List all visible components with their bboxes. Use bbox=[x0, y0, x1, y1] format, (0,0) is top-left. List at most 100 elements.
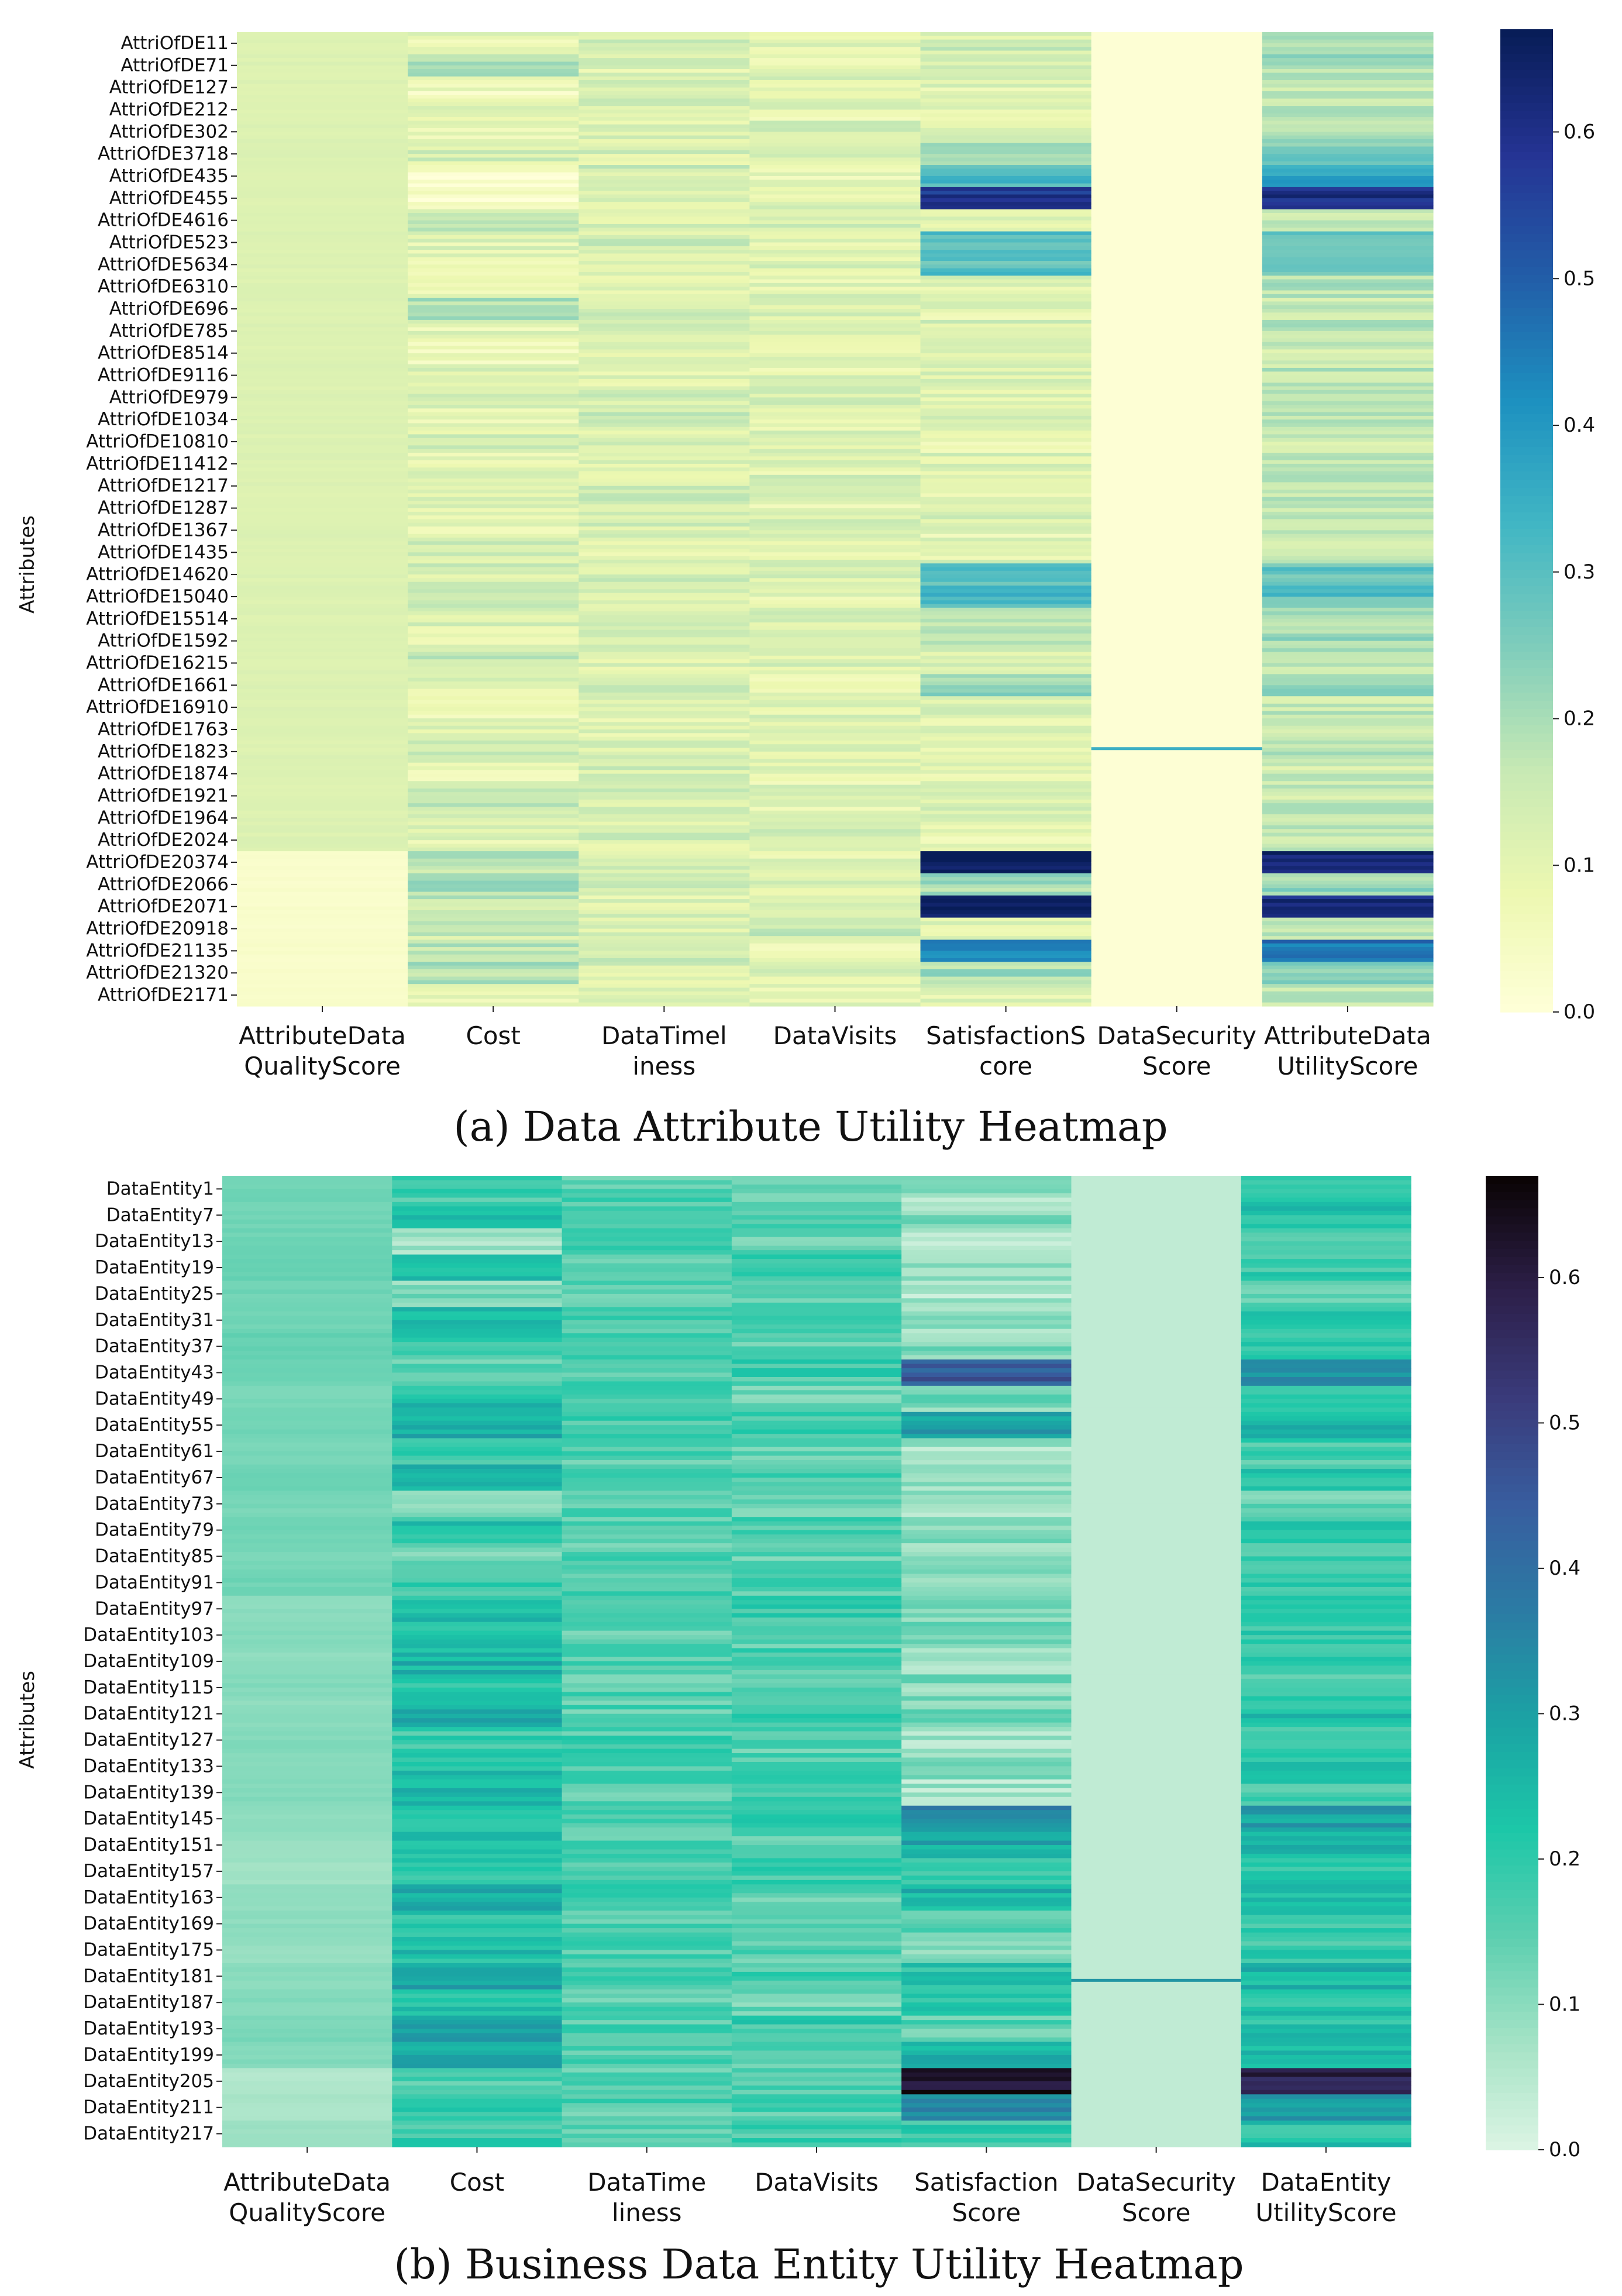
heatmap-cell bbox=[920, 61, 1092, 66]
heatmap-cell bbox=[1071, 1390, 1242, 1395]
row-tick-label: AttriOfDE14620 bbox=[86, 564, 229, 585]
heatmap-cell bbox=[1091, 47, 1263, 51]
heatmap-cell bbox=[392, 1359, 563, 1365]
heatmap-cell bbox=[392, 1766, 563, 1771]
heatmap-cell bbox=[1241, 1495, 1411, 1500]
heatmap-cell bbox=[1091, 471, 1263, 476]
heatmap-cell bbox=[562, 2063, 732, 2069]
heatmap-cell bbox=[237, 460, 408, 464]
heatmap-cell bbox=[920, 312, 1092, 317]
heatmap-cell bbox=[731, 1801, 902, 1806]
heatmap-cell bbox=[562, 2020, 732, 2025]
heatmap-cell bbox=[1241, 2121, 1411, 2126]
heatmap-cell bbox=[392, 1407, 563, 1413]
heatmap-cell bbox=[237, 386, 408, 391]
heatmap-cell bbox=[749, 463, 921, 468]
heatmap-cell bbox=[920, 346, 1092, 350]
heatmap-cell bbox=[237, 412, 408, 416]
heatmap-cell bbox=[731, 1477, 902, 1483]
heatmap-cell bbox=[578, 954, 750, 959]
heatmap-cell bbox=[731, 1736, 902, 1741]
panel-b-caption: (b) Business Data Entity Utility Heatmap bbox=[394, 2240, 1244, 2288]
heatmap-cell bbox=[1091, 703, 1263, 708]
heatmap-cell bbox=[408, 563, 579, 568]
colorbar-segment bbox=[1486, 1971, 1538, 1980]
heatmap-cell bbox=[578, 618, 750, 623]
heatmap-cell bbox=[1262, 866, 1434, 870]
heatmap-cell bbox=[920, 615, 1092, 619]
heatmap-cell bbox=[1241, 1906, 1411, 1911]
heatmap-cell bbox=[920, 456, 1092, 461]
heatmap-cell bbox=[901, 1486, 1072, 1491]
heatmap-cell bbox=[222, 1210, 392, 1216]
colorbar-segment bbox=[1500, 480, 1553, 488]
heatmap-cell bbox=[408, 305, 579, 309]
colorbar-segment bbox=[1486, 2117, 1538, 2126]
heatmap-cell bbox=[1091, 858, 1263, 863]
colorbar-segment bbox=[1486, 1581, 1538, 1591]
heatmap-cell bbox=[562, 1687, 732, 1692]
heatmap-cell bbox=[392, 1399, 563, 1404]
heatmap-cell bbox=[1241, 1482, 1411, 1487]
heatmap-cell bbox=[408, 511, 579, 516]
heatmap-cell bbox=[237, 733, 408, 738]
heatmap-cell bbox=[237, 309, 408, 313]
heatmap-cell bbox=[392, 1193, 563, 1198]
heatmap-cell bbox=[222, 1805, 392, 1810]
heatmap-cell bbox=[731, 1941, 902, 1946]
heatmap-cell bbox=[1091, 124, 1263, 129]
heatmap-cell bbox=[408, 991, 579, 996]
heatmap-cell bbox=[1071, 1359, 1242, 1365]
heatmap-cell bbox=[1241, 1180, 1411, 1185]
heatmap-cell bbox=[408, 777, 579, 782]
heatmap-cell bbox=[578, 725, 750, 730]
heatmap-cell bbox=[237, 674, 408, 679]
heatmap-cell bbox=[1241, 2059, 1411, 2064]
heatmap-cell bbox=[1241, 1713, 1411, 1719]
heatmap-cell bbox=[920, 442, 1092, 446]
heatmap-cell bbox=[731, 2121, 902, 2126]
heatmap-cell bbox=[408, 995, 579, 999]
heatmap-cell bbox=[578, 187, 750, 191]
heatmap-cell bbox=[901, 1669, 1072, 1675]
heatmap-cell bbox=[237, 766, 408, 770]
heatmap-cell bbox=[749, 157, 921, 162]
heatmap-cell bbox=[1091, 939, 1263, 944]
heatmap-cell bbox=[237, 873, 408, 877]
heatmap-cell bbox=[222, 1998, 392, 2003]
heatmap-cell bbox=[392, 1333, 563, 1338]
heatmap-cell bbox=[920, 869, 1092, 874]
heatmap-cell bbox=[1262, 161, 1434, 166]
heatmap-cell bbox=[1071, 2129, 1242, 2135]
heatmap-cell bbox=[1241, 1661, 1411, 1667]
heatmap-cell bbox=[237, 408, 408, 413]
heatmap-cell bbox=[222, 1595, 392, 1600]
heatmap-cell bbox=[408, 283, 579, 287]
heatmap-cell bbox=[1241, 1635, 1411, 1640]
colorbar-segment bbox=[1486, 2020, 1538, 2029]
heatmap-cell bbox=[901, 1490, 1072, 1496]
heatmap-cell bbox=[1241, 1932, 1411, 1937]
heatmap-cell bbox=[901, 1718, 1072, 1723]
heatmap-cell bbox=[749, 508, 921, 512]
heatmap-cell bbox=[578, 836, 750, 841]
heatmap-cell bbox=[578, 858, 750, 863]
heatmap-cell bbox=[237, 32, 408, 36]
heatmap-cell bbox=[1071, 1674, 1242, 1679]
heatmap-cell bbox=[1071, 2029, 1242, 2034]
heatmap-cell bbox=[749, 357, 921, 361]
heatmap-cell bbox=[392, 1980, 563, 1985]
column-tick-label: DataVisits bbox=[773, 1021, 897, 1050]
heatmap-cell bbox=[392, 1526, 563, 1531]
row-tick-label: DataEntity109 bbox=[83, 1651, 214, 1672]
heatmap-cell bbox=[1262, 264, 1434, 269]
colorbar-tick-label: 0.2 bbox=[1549, 1847, 1580, 1871]
heatmap-cell bbox=[1071, 1958, 1242, 1964]
heatmap-cell bbox=[578, 855, 750, 859]
heatmap-cell bbox=[749, 733, 921, 738]
heatmap-cell bbox=[222, 1355, 392, 1360]
heatmap-cell bbox=[920, 194, 1092, 199]
heatmap-cell bbox=[392, 1657, 563, 1662]
heatmap-cell bbox=[408, 655, 579, 660]
